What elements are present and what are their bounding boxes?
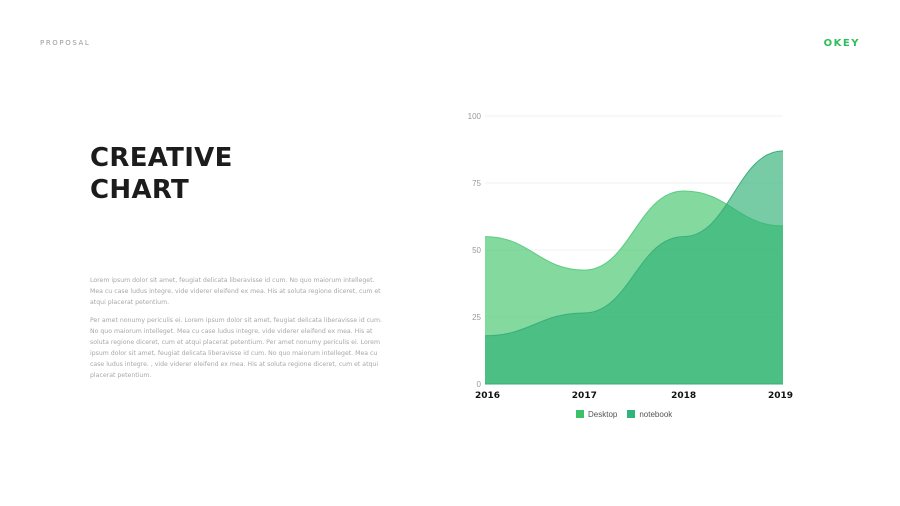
legend-item-notebook[interactable]: notebook (627, 410, 672, 419)
y-tick-label: 25 (472, 313, 481, 322)
body-paragraph: Per amet nonumy periculis ei. Lorem ipsu… (90, 317, 382, 379)
legend: Desktop notebook (576, 410, 672, 419)
x-tick-label: 2019 (768, 391, 793, 401)
legend-item-desktop[interactable]: Desktop (576, 410, 617, 419)
legend-label: Desktop (588, 410, 618, 419)
brand-logo: OKEY (823, 38, 860, 49)
x-tick-label: 2018 (671, 391, 696, 401)
line-notebook (484, 150, 784, 337)
header-label: PROPOSAL (40, 39, 91, 47)
y-tick-label: 0 (477, 380, 482, 389)
y-tick-label: 75 (472, 179, 481, 188)
legend-swatch (627, 410, 636, 418)
title-line: CREATIVE (90, 143, 233, 173)
legend-label: notebook (639, 410, 673, 419)
y-tick-label: 100 (468, 112, 482, 121)
x-tick-label: 2017 (572, 391, 597, 401)
page-title: CREATIVE CHART (90, 142, 233, 206)
body-paragraph: Lorem ipsum dolor sit amet, feugiat deli… (90, 277, 381, 306)
title-line: CHART (90, 175, 190, 205)
legend-swatch (576, 410, 584, 418)
y-tick-label: 50 (472, 246, 481, 255)
area-notebook (485, 150, 783, 384)
x-tick-label: 2016 (475, 391, 500, 401)
